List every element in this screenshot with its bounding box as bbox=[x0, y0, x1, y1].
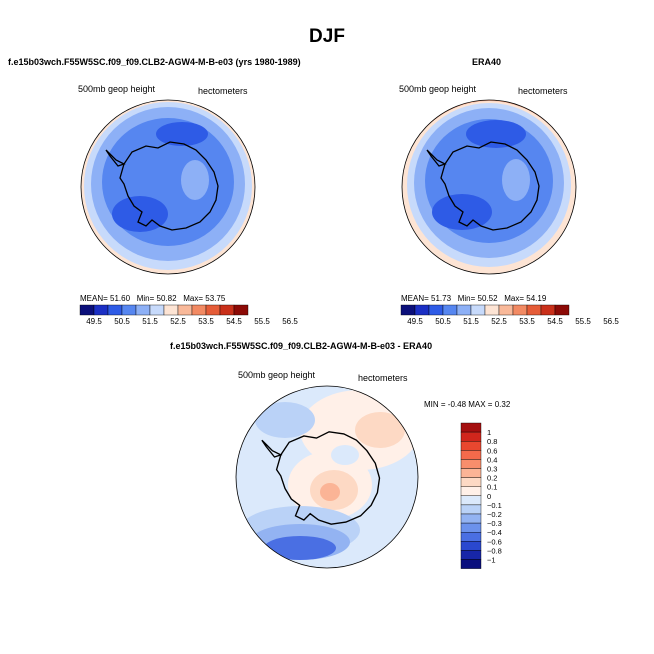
panel-1-colorbar-tick-label: 49.5 bbox=[86, 317, 102, 326]
panel-1-colorbar-swatch bbox=[107, 304, 123, 316]
panel-3-colorbar-swatch bbox=[460, 541, 482, 551]
panel-2-colorbar-tick-label: 56.5 bbox=[603, 317, 619, 326]
panel-1-units-label: hectometers bbox=[198, 86, 248, 96]
panel-2-stats: MEAN= 51.73 Min= 50.52 Max= 54.19 bbox=[401, 294, 547, 303]
panel-3-colorbar-swatch bbox=[460, 559, 482, 569]
main-title: DJF bbox=[309, 26, 345, 47]
panel-3-colorbar-tick-label: −0.4 bbox=[487, 528, 502, 537]
panel-2-colorbar-swatch bbox=[470, 304, 486, 316]
panel-2-colorbar-swatch bbox=[414, 304, 430, 316]
panel-2-colorbar-swatch bbox=[456, 304, 472, 316]
panel-1-colorbar: 49.5 50.5 51.5 52.5 53.5 54.5 55.5 56.5 bbox=[79, 304, 298, 326]
panel-3-colorbar-swatch bbox=[460, 459, 482, 469]
panel-3-colorbar-swatch bbox=[460, 486, 482, 497]
panel-2-colorbar-tick-label: 55.5 bbox=[575, 317, 591, 326]
panel-3-colorbar-tick-label: 0.3 bbox=[487, 465, 497, 474]
panel-3-minmax: MIN = -0.48 MAX = 0.32 bbox=[424, 400, 511, 409]
panel-1-colorbar-tick-label: 53.5 bbox=[198, 317, 214, 326]
panel-2-units-label: hectometers bbox=[518, 86, 568, 96]
panel-2-colorbar-swatch bbox=[484, 304, 500, 316]
panel-3-colorbar-tick-label: −0.1 bbox=[487, 501, 502, 510]
panel-2-colorbar-tick-label: 49.5 bbox=[407, 317, 423, 326]
panel-1-colorbar-swatch bbox=[233, 304, 249, 316]
panel-3-field-label: 500mb geop height bbox=[238, 370, 316, 380]
panel-2-colorbar-tick-label: 53.5 bbox=[519, 317, 535, 326]
panel-1-colorbar-tick-label: 50.5 bbox=[114, 317, 130, 326]
panel-3-colorbar-swatch bbox=[460, 550, 482, 560]
panel-3-colorbar-swatch bbox=[460, 468, 482, 478]
panel-3-colorbar-swatch bbox=[460, 431, 482, 442]
panel-1-colorbar-swatch bbox=[79, 304, 95, 316]
panel-2-map bbox=[401, 99, 577, 275]
panel-1-colorbar-tick-label: 52.5 bbox=[170, 317, 186, 326]
panel-2-title: ERA40 bbox=[472, 57, 502, 67]
panel-1-stats: MEAN= 51.60 Min= 50.82 Max= 53.75 bbox=[80, 294, 226, 303]
panel-3-colorbar-tick-label: −0.2 bbox=[487, 510, 502, 519]
panel-2-colorbar-tick-label: 54.5 bbox=[547, 317, 563, 326]
panel-3-colorbar-swatch bbox=[460, 477, 482, 487]
panel-3-colorbar-tick-label: −0.3 bbox=[487, 519, 502, 528]
panel-2-colorbar-swatch bbox=[554, 304, 570, 316]
panel-2-colorbar-swatch bbox=[428, 304, 444, 316]
panel-1-title: f.e15b03wch.F55W5SC.f09_f09.CLB2-AGW4-M-… bbox=[8, 57, 301, 67]
panel-3-colorbar-swatch bbox=[460, 450, 482, 460]
panel-3-map bbox=[235, 385, 419, 569]
panel-1-colorbar-swatch bbox=[177, 304, 193, 316]
panel-1-colorbar-swatch bbox=[163, 304, 179, 316]
panel-3-colorbar-swatch bbox=[460, 422, 482, 433]
panel-3-colorbar-tick-label: 0.2 bbox=[487, 474, 497, 483]
panel-3-colorbar-tick-label: 0.4 bbox=[487, 455, 497, 464]
panel-3-colorbar-tick-label: 0 bbox=[487, 492, 491, 501]
panel-1-colorbar-tick-label: 55.5 bbox=[254, 317, 270, 326]
panel-3-colorbar-tick-label: −0.6 bbox=[487, 537, 502, 546]
panel-3-colorbar-swatch bbox=[460, 513, 482, 524]
panel-2-field-label: 500mb geop height bbox=[399, 84, 477, 94]
panel-3-colorbar-tick-label: 0.6 bbox=[487, 446, 497, 455]
panel-3-title: f.e15b03wch.F55W5SC.f09_f09.CLB2-AGW4-M-… bbox=[170, 341, 433, 351]
panel-1-colorbar-swatch bbox=[191, 304, 207, 316]
panel-2-colorbar-tick-label: 50.5 bbox=[435, 317, 451, 326]
panel-1-colorbar-swatch bbox=[93, 304, 109, 316]
panel-3-colorbar: 10.80.60.40.30.20.10−0.1−0.2−0.3−0.4−0.6… bbox=[460, 422, 502, 569]
panel-3-colorbar-tick-label: 0.8 bbox=[487, 437, 497, 446]
panel-1-colorbar-tick-label: 56.5 bbox=[282, 317, 298, 326]
panel-3-colorbar-tick-label: 0.1 bbox=[487, 483, 497, 492]
panel-3-colorbar-swatch bbox=[460, 532, 482, 542]
panel-2-colorbar-swatch bbox=[442, 304, 458, 316]
panel-3-colorbar-swatch bbox=[460, 441, 482, 451]
panel-3-colorbar-tick-label: −0.8 bbox=[487, 546, 502, 555]
panel-1-field-label: 500mb geop height bbox=[78, 84, 156, 94]
panel-1-colorbar-tick-label: 51.5 bbox=[142, 317, 158, 326]
panel-1-map bbox=[80, 99, 256, 275]
panel-2-colorbar-swatch bbox=[400, 304, 416, 316]
panel-3-colorbar-swatch bbox=[460, 504, 482, 515]
panel-2-colorbar-swatch bbox=[540, 304, 556, 316]
panel-2-colorbar-swatch bbox=[512, 304, 528, 316]
panel-2-colorbar-tick-label: 52.5 bbox=[491, 317, 507, 326]
panel-1-colorbar-swatch bbox=[135, 304, 151, 316]
panel-2-colorbar-swatch bbox=[526, 304, 542, 316]
panel-3-colorbar-swatch bbox=[460, 495, 482, 506]
panel-1-colorbar-swatch bbox=[205, 304, 221, 316]
panel-3-colorbar-tick-label: −1 bbox=[487, 556, 496, 565]
panel-1-colorbar-tick-label: 54.5 bbox=[226, 317, 242, 326]
panel-2-colorbar: 49.5 50.5 51.5 52.5 53.5 54.5 55.5 56.5 bbox=[400, 304, 619, 326]
panel-3-units-label: hectometers bbox=[358, 373, 408, 383]
panel-2-colorbar-tick-label: 51.5 bbox=[463, 317, 479, 326]
panel-3-colorbar-swatch bbox=[460, 522, 482, 533]
panel-1-colorbar-swatch bbox=[121, 304, 137, 316]
panel-1-colorbar-swatch bbox=[149, 304, 165, 316]
panel-3-colorbar-tick-label: 1 bbox=[487, 428, 491, 437]
panel-1-colorbar-swatch bbox=[219, 304, 235, 316]
panel-2-colorbar-swatch bbox=[498, 304, 514, 316]
